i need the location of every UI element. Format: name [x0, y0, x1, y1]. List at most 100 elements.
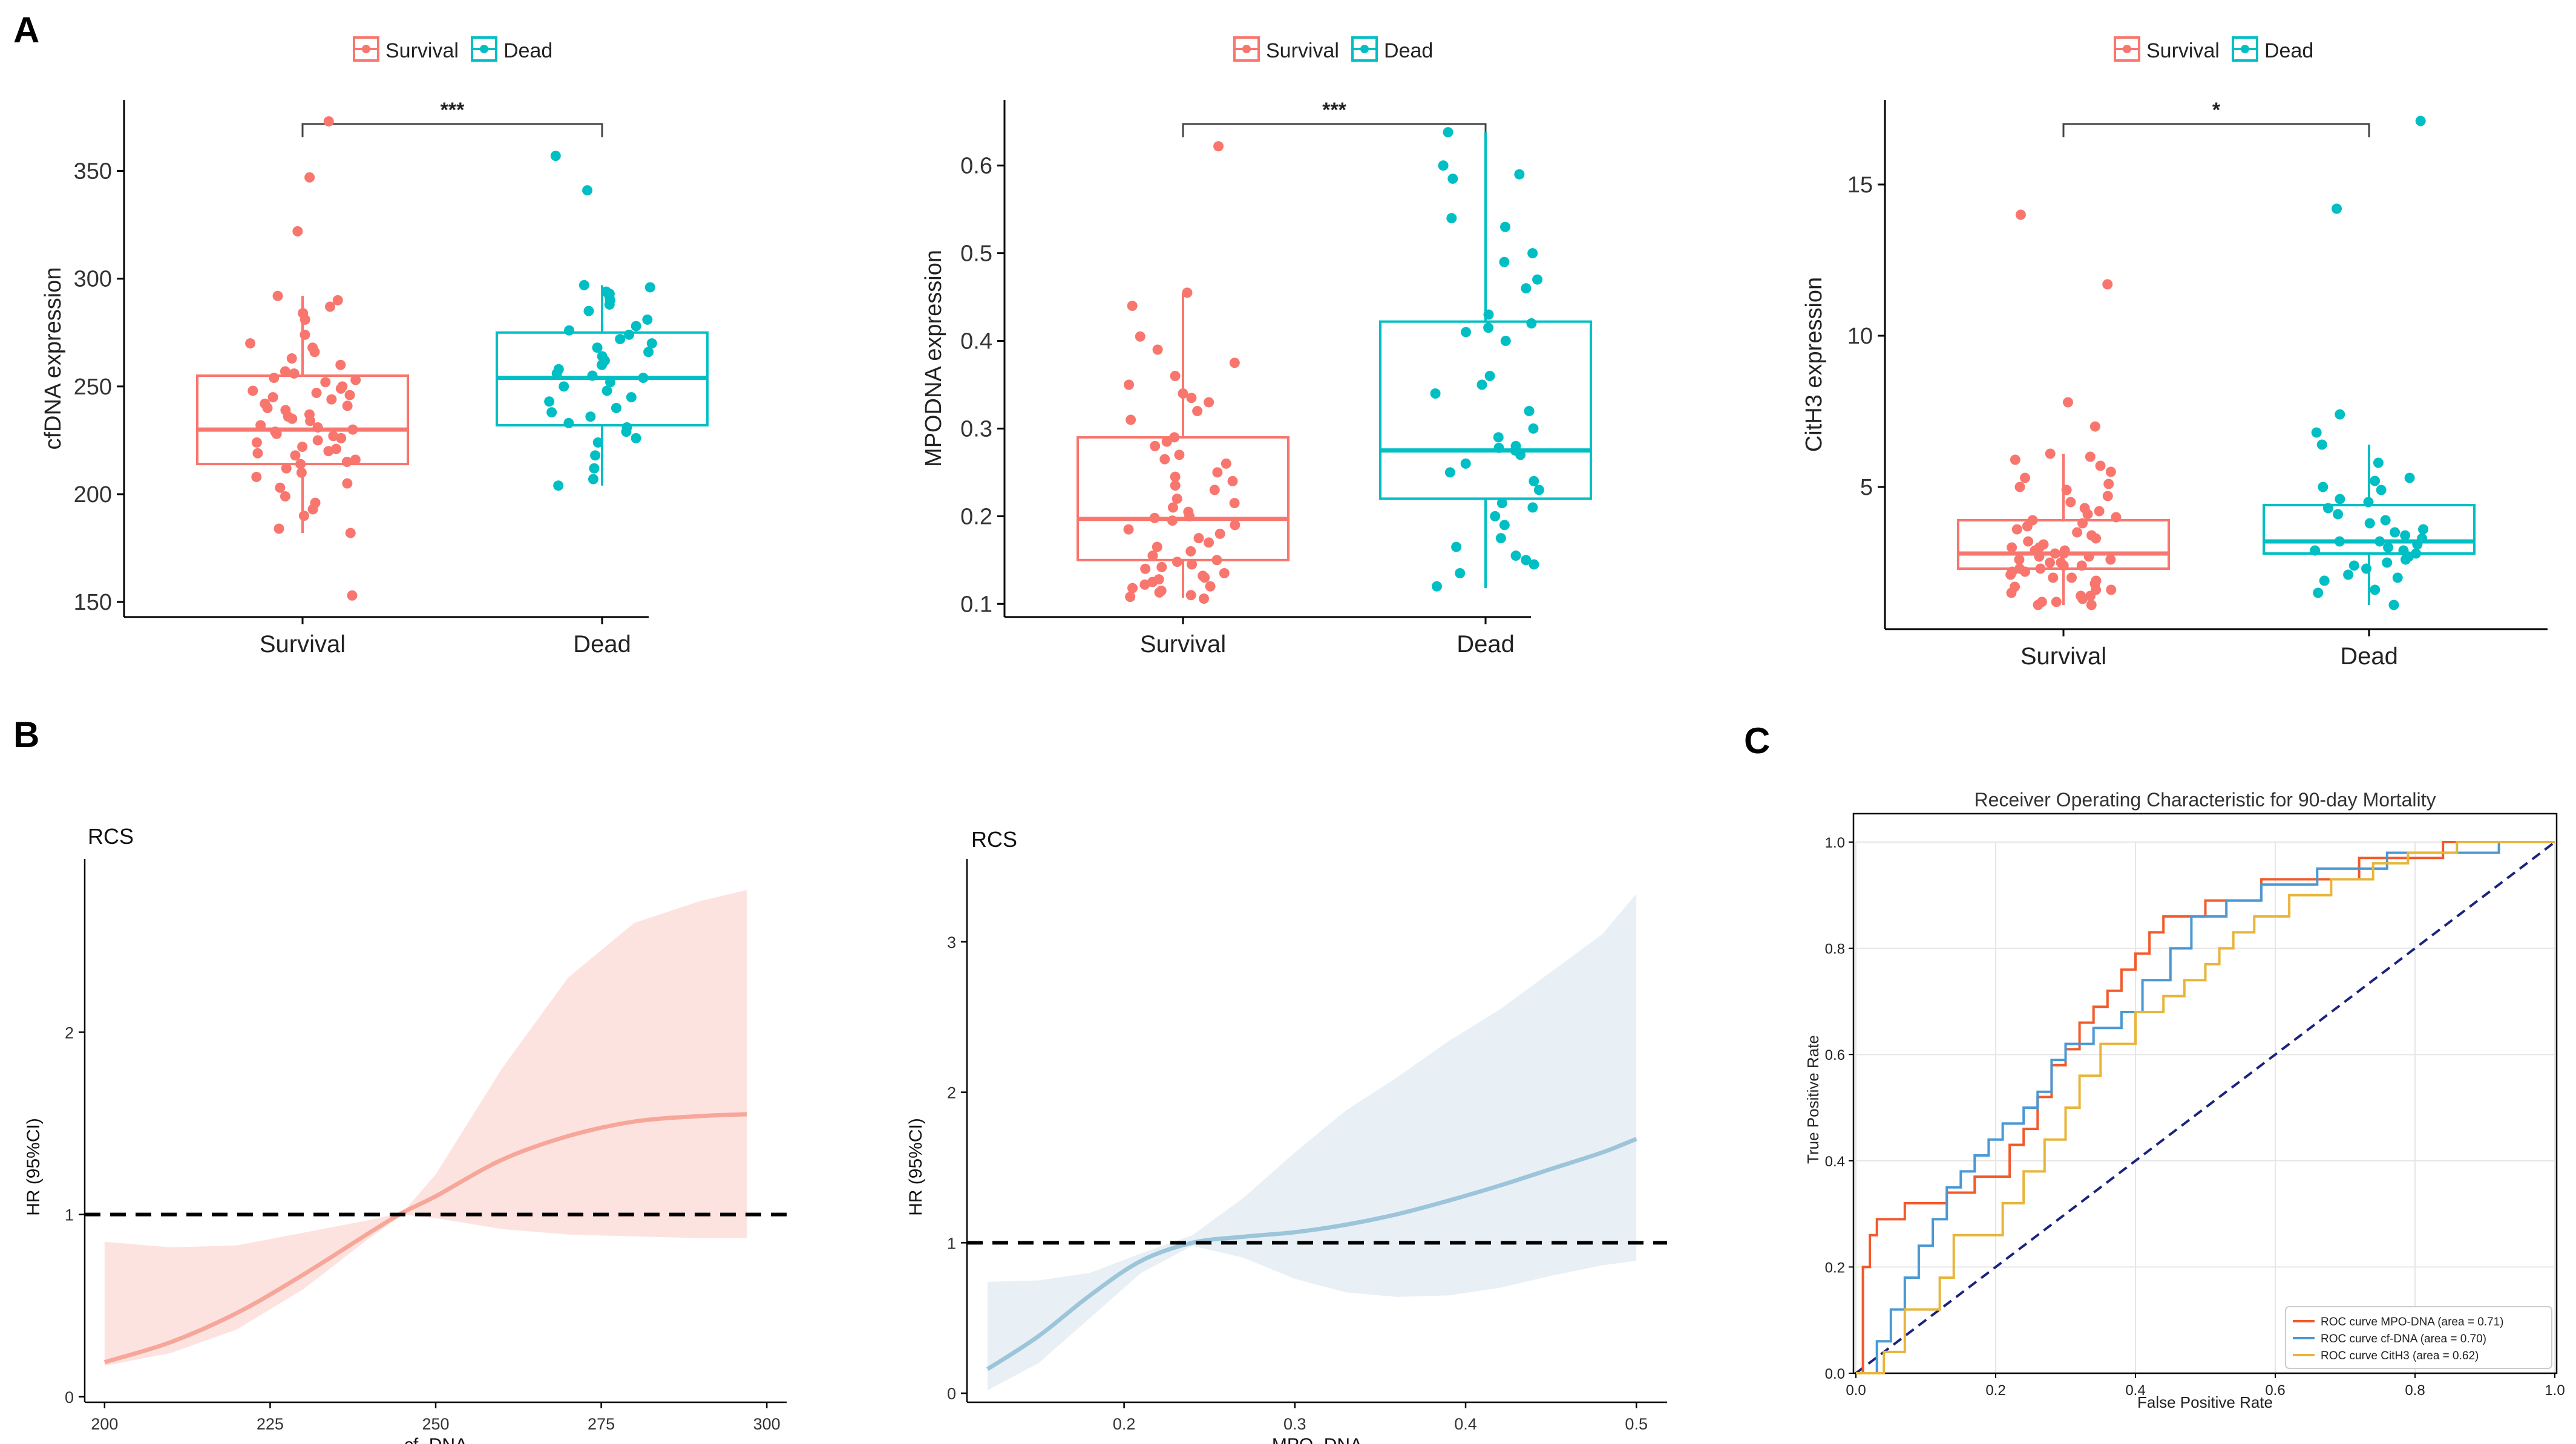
roc-curve-mpo-dna: [1856, 841, 2555, 1374]
y-axis-title: cfDNA expression: [41, 267, 66, 449]
data-point-survival: [1159, 454, 1170, 465]
panel-label-c: C: [1744, 720, 1770, 761]
data-point-survival: [323, 446, 334, 457]
significance-label: ***: [441, 99, 465, 122]
data-point-survival: [2014, 482, 2025, 492]
data-point-survival: [2011, 524, 2022, 535]
data-point-dead: [2334, 536, 2345, 547]
data-point-dead: [1528, 423, 1539, 434]
data-point-survival: [307, 504, 318, 515]
data-point-dead: [546, 407, 557, 418]
data-point-survival: [335, 359, 346, 370]
data-point-survival: [2019, 472, 2030, 483]
data-point-dead: [2348, 560, 2359, 571]
y-tick-label: 0.6: [960, 154, 992, 179]
y-tick-label: 0.4: [1825, 1154, 1845, 1170]
y-tick-label: 150: [74, 590, 112, 615]
data-point-dead: [1521, 283, 1532, 294]
data-point-dead: [582, 185, 593, 196]
panel-label-b: B: [13, 714, 39, 755]
data-point-survival: [342, 400, 353, 411]
data-point-survival: [2085, 451, 2096, 462]
data-point-dead: [2316, 439, 2327, 450]
data-point-dead: [2318, 482, 2329, 492]
data-point-dead: [2418, 524, 2429, 535]
y-tick-label: 0.0: [1825, 1366, 1845, 1382]
y-tick-label: 0: [947, 1385, 956, 1403]
x-tick-label-dead: Dead: [2340, 643, 2398, 670]
data-point-survival: [1174, 449, 1185, 460]
data-point-dead: [1493, 432, 1504, 443]
data-point-dead: [1529, 475, 1539, 486]
y-tick-label: 1.0: [1825, 835, 1845, 851]
plot-frame: [1852, 812, 2558, 1374]
significance-bracket: [301, 123, 603, 137]
data-point-dead: [1484, 370, 1495, 381]
data-point-dead: [597, 359, 608, 370]
data-point-survival: [335, 383, 346, 394]
data-point-dead: [2404, 472, 2415, 483]
data-point-survival: [2061, 485, 2072, 495]
data-point-dead: [544, 396, 555, 407]
data-point-survival: [1187, 559, 1198, 570]
data-point-survival: [272, 290, 283, 301]
data-point-dead: [1483, 322, 1494, 333]
data-point-survival: [2091, 533, 2102, 544]
data-point-survival: [328, 431, 339, 442]
significance-label: ***: [1322, 99, 1346, 122]
data-point-dead: [1527, 248, 1538, 259]
data-point-survival: [2007, 542, 2017, 553]
mpodna-boxplot: Survival Dead 0.1 0.2 0.3 0.4 0.5 0.6 MPODNA exp…: [921, 36, 1592, 658]
data-point-survival: [2035, 563, 2046, 574]
data-point-survival: [298, 511, 309, 521]
data-point-dead: [1499, 520, 1510, 531]
data-point-dead: [2335, 409, 2345, 420]
data-point-survival: [300, 329, 310, 340]
data-point-survival: [1204, 397, 1214, 408]
data-point-survival: [281, 463, 292, 474]
data-point-survival: [1149, 512, 1160, 523]
data-point-survival: [1230, 520, 1240, 531]
legend-label-dead: Dead: [1384, 39, 1433, 62]
legend-key-dot-survival: [2123, 45, 2131, 53]
y-tick-label: 0.8: [1825, 941, 1845, 958]
data-point-dead: [2373, 457, 2384, 468]
data-point-dead: [621, 426, 632, 437]
data-point-survival: [2105, 466, 2116, 477]
data-point-survival: [1186, 393, 1197, 403]
data-point-survival: [290, 450, 301, 461]
data-point-dead: [578, 279, 589, 290]
data-point-dead: [631, 321, 641, 332]
box-survival: [1077, 436, 1290, 561]
y-tick-label: 200: [74, 482, 112, 508]
data-point-survival: [274, 523, 284, 534]
data-point-survival: [267, 392, 278, 403]
data-point-dead: [2311, 427, 2322, 438]
data-point-dead: [2390, 527, 2401, 538]
data-point-survival: [2066, 572, 2077, 583]
data-point-survival: [1229, 498, 1240, 509]
data-point-dead: [592, 342, 603, 353]
data-point-dead: [2310, 545, 2321, 556]
x-tick-label-dead: Dead: [573, 631, 631, 658]
data-point-dead: [564, 325, 575, 336]
data-point-dead: [638, 373, 649, 384]
cfdna-boxplot: Survival Dead 150 200 250 300 350 cfDNA express…: [41, 36, 709, 658]
data-point-survival: [1169, 432, 1180, 443]
roc-curve-cf-dna: [1856, 841, 2555, 1374]
data-point-survival: [255, 420, 266, 431]
data-point-dead: [1493, 442, 1504, 453]
data-point-survival: [251, 437, 262, 448]
data-point-survival: [336, 433, 347, 443]
legend-key-dot-dead: [480, 45, 488, 53]
legend-label-survival: Survival: [1266, 39, 1339, 62]
data-point-survival: [2102, 279, 2113, 290]
data-point-dead: [1438, 160, 1449, 171]
data-point-dead: [1446, 213, 1457, 224]
legend-key-dot-dead: [2241, 45, 2249, 53]
significance-label: *: [2212, 99, 2221, 122]
data-point-survival: [1123, 524, 1134, 535]
data-point-survival: [345, 528, 356, 538]
data-point-survival: [1125, 592, 1136, 603]
data-point-dead: [2382, 557, 2393, 568]
